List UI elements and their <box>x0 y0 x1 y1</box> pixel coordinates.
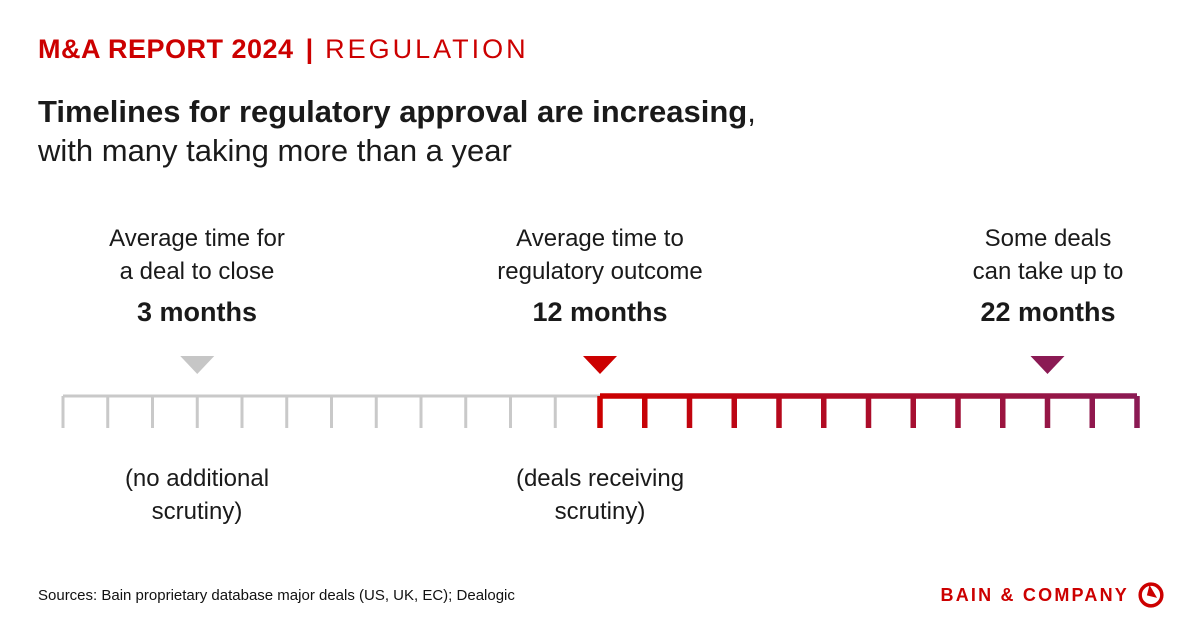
ruler-segment-scrutiny <box>597 393 1140 428</box>
page-title-line2: with many taking more than a year <box>38 133 512 168</box>
segment-label-line: (deals receiving <box>515 465 685 492</box>
marker-label-line: Average time for <box>109 225 285 252</box>
bain-compass-icon <box>1138 582 1164 608</box>
marker-label-line: a deal to close <box>119 258 275 285</box>
marker-triangle-22-months <box>1030 356 1065 374</box>
report-title: M&A REPORT 2024 <box>38 34 294 64</box>
marker-value: 3 months <box>136 297 257 327</box>
marker-label-line: regulatory outcome <box>497 258 703 285</box>
ruler-segment-no-scrutiny <box>61 394 600 428</box>
timeline-ruler <box>61 356 1140 428</box>
segment-label-line: (no additional <box>124 465 270 492</box>
segment-label-line: scrutiny) <box>554 498 646 525</box>
marker-label-line: Some deals <box>984 225 1112 252</box>
eyebrow-separator: | <box>305 34 314 64</box>
page-title: Timelines for regulatory approval are in… <box>38 92 756 170</box>
bain-logo-text: BAIN & COMPANY <box>940 584 1129 605</box>
marker-value: 12 months <box>532 297 668 327</box>
marker-triangle-12-months <box>583 356 617 374</box>
report-section: REGULATION <box>325 34 529 64</box>
segment-label-line: scrutiny) <box>151 498 243 525</box>
marker-label-22-months: Some deals can take up to 22 months <box>878 222 1200 329</box>
page-title-comma: , <box>747 94 756 129</box>
sources-note: Sources: Bain proprietary database major… <box>38 586 515 604</box>
marker-label-12-months: Average time to regulatory outcome 12 mo… <box>430 222 770 329</box>
marker-label-3-months: Average time for a deal to close 3 month… <box>27 222 367 329</box>
marker-label-line: Average time to <box>516 225 684 252</box>
bain-logo: BAIN & COMPANY <box>941 582 1164 608</box>
marker-triangle-3-months <box>180 356 215 374</box>
marker-label-line: can take up to <box>972 258 1124 285</box>
segment-label-no-scrutiny: (no additional scrutiny) <box>47 462 347 528</box>
report-eyebrow: M&A REPORT 2024 | REGULATION <box>38 34 529 65</box>
segment-label-scrutiny: (deals receiving scrutiny) <box>450 462 750 528</box>
marker-value: 22 months <box>980 297 1116 327</box>
page-title-bold: Timelines for regulatory approval are in… <box>38 94 748 129</box>
page-footer: Sources: Bain proprietary database major… <box>38 582 1164 608</box>
